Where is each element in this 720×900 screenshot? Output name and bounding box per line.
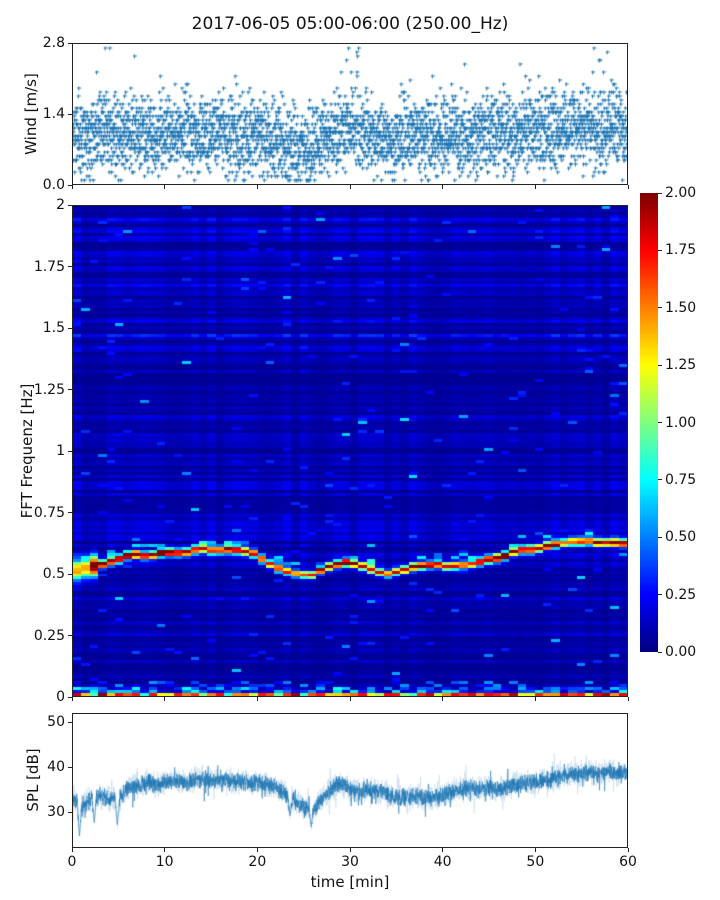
- x-tick-mark: [534, 185, 536, 189]
- y-tick-label: 0.25: [33, 627, 65, 644]
- y-tick-mark: [68, 389, 72, 390]
- colorbar-tick-label: 2.00: [665, 185, 697, 201]
- colorbar-tick-label: 0.25: [665, 586, 697, 603]
- y-tick-mark: [68, 766, 72, 768]
- y-tick-mark: [68, 42, 72, 44]
- x-tick-mark: [256, 697, 258, 701]
- y-tick-label: 1.75: [33, 258, 65, 275]
- x-tick-mark: [349, 697, 351, 701]
- x-tick-mark: [442, 697, 444, 701]
- y-tick-label: 0.75: [33, 504, 65, 521]
- y-tick-mark: [68, 327, 72, 329]
- x-tick-mark: [349, 185, 351, 189]
- y-tick-mark: [68, 512, 72, 513]
- colorbar-tick-mark: [658, 249, 662, 251]
- x-tick-mark: [256, 848, 258, 852]
- colorbar-tick-mark: [658, 307, 662, 309]
- colorbar-tick-label: 1.00: [665, 414, 697, 431]
- spectrogram-canvas: [73, 206, 627, 696]
- x-tick-label: 20: [248, 854, 267, 870]
- y-tick-mark: [68, 184, 72, 186]
- wind-axes: [72, 43, 628, 185]
- y-tick-mark: [68, 573, 72, 575]
- colorbar-tick-label: 1.25: [665, 357, 697, 374]
- figure-title: 2017-06-05 05:00-06:00 (250.00_Hz): [191, 14, 509, 34]
- colorbar-tick-label: 1.75: [665, 242, 697, 259]
- y-tick-mark: [68, 266, 72, 267]
- y-tick-label: 2.8: [42, 35, 65, 51]
- wind-ylabel: Wind [m/s]: [22, 73, 40, 155]
- y-tick-label: 1.4: [42, 106, 65, 122]
- x-tick-label: 40: [433, 854, 452, 870]
- y-tick-label: 0.5: [42, 566, 65, 582]
- colorbar-tick-mark: [658, 422, 662, 423]
- x-tick-mark: [164, 697, 166, 701]
- colorbar-tick-label: 0.00: [665, 644, 697, 660]
- colorbar: [640, 193, 658, 652]
- y-tick-label: 0: [56, 689, 65, 705]
- colorbar-tick-mark: [658, 594, 662, 596]
- y-tick-label: 30: [47, 804, 65, 820]
- y-tick-label: 40: [47, 759, 65, 775]
- x-tick-mark: [627, 185, 629, 189]
- y-tick-mark: [68, 450, 72, 452]
- colorbar-tick-mark: [658, 479, 662, 481]
- x-tick-mark: [534, 848, 536, 852]
- x-tick-mark: [349, 848, 351, 852]
- colorbar-tick-mark: [658, 651, 662, 653]
- spl-ylabel: SPL [dB]: [24, 748, 42, 812]
- y-tick-label: 2: [56, 197, 65, 213]
- y-tick-mark: [68, 811, 72, 813]
- x-tick-mark: [534, 697, 536, 701]
- colorbar-tick-mark: [658, 364, 662, 366]
- y-tick-label: 0.0: [42, 177, 65, 193]
- x-tick-label: 30: [341, 854, 359, 870]
- colorbar-tick-mark: [658, 536, 662, 538]
- x-tick-mark: [627, 697, 629, 701]
- y-tick-label: 1.25: [33, 381, 65, 398]
- y-tick-mark: [68, 696, 72, 698]
- colorbar-tick-label: 1.50: [665, 299, 697, 316]
- y-tick-mark: [68, 635, 72, 636]
- time-xlabel: time [min]: [310, 873, 390, 891]
- x-tick-mark: [256, 185, 258, 189]
- y-tick-mark: [68, 113, 72, 115]
- x-tick-label: 50: [526, 854, 545, 870]
- spl-axes: [72, 713, 628, 848]
- x-tick-label: 0: [67, 854, 77, 870]
- colorbar-tick-label: 0.50: [665, 529, 697, 546]
- y-tick-label: 1.5: [42, 320, 65, 336]
- x-tick-label: 60: [619, 854, 637, 870]
- x-tick-mark: [71, 848, 73, 852]
- spectrogram-ylabel: FFT Frequenz [Hz]: [18, 383, 36, 519]
- colorbar-tick-mark: [658, 192, 662, 194]
- x-tick-label: 10: [155, 854, 174, 870]
- y-tick-mark: [68, 721, 72, 723]
- x-tick-mark: [442, 185, 444, 189]
- x-tick-mark: [164, 848, 166, 852]
- y-tick-label: 1: [56, 443, 65, 459]
- colorbar-tick-label: 0.75: [665, 471, 697, 488]
- wind-scatter-canvas: [73, 44, 627, 184]
- y-tick-mark: [68, 204, 72, 206]
- spl-line-canvas: [73, 714, 627, 847]
- y-tick-label: 50: [47, 714, 65, 730]
- x-tick-mark: [71, 697, 73, 701]
- spectrogram-axes: [72, 205, 628, 697]
- x-tick-mark: [164, 185, 166, 189]
- x-tick-mark: [71, 185, 73, 189]
- x-tick-mark: [627, 848, 629, 852]
- x-tick-mark: [442, 848, 444, 852]
